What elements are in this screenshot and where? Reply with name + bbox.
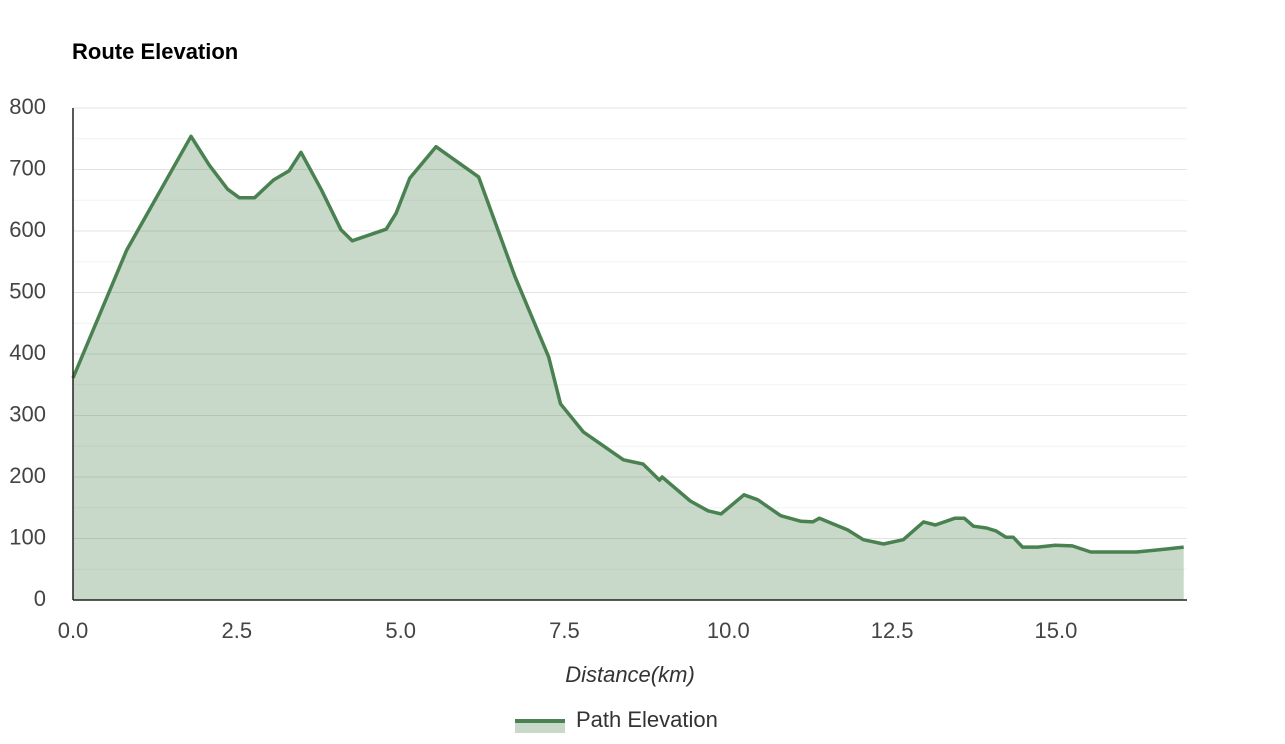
y-tick-label: 200 (9, 463, 46, 488)
x-tick-label: 15.0 (1035, 618, 1078, 643)
x-tick-label: 0.0 (58, 618, 89, 643)
area (73, 136, 1184, 601)
line (71, 134, 1184, 554)
y-tick-label: 0 (34, 586, 46, 611)
legend-label: Path Elevation (576, 707, 718, 732)
x-axis-label: Distance(km) (565, 662, 695, 687)
y-tick-label: 100 (9, 524, 46, 549)
chart-title: Route Elevation (72, 39, 238, 64)
y-tick-label: 600 (9, 217, 46, 242)
y-tick-label: 400 (9, 340, 46, 365)
y-tick-label: 500 (9, 278, 46, 303)
y-tick-label: 800 (9, 94, 46, 119)
x-tick-label: 7.5 (549, 618, 580, 643)
legend-swatch-area (515, 721, 565, 733)
x-tick-label: 12.5 (871, 618, 914, 643)
y-tick-label: 300 (9, 401, 46, 426)
x-tick-label: 2.5 (222, 618, 253, 643)
y-tick-label: 700 (9, 155, 46, 180)
x-tick-label: 5.0 (385, 618, 416, 643)
x-tick-label: 10.0 (707, 618, 750, 643)
